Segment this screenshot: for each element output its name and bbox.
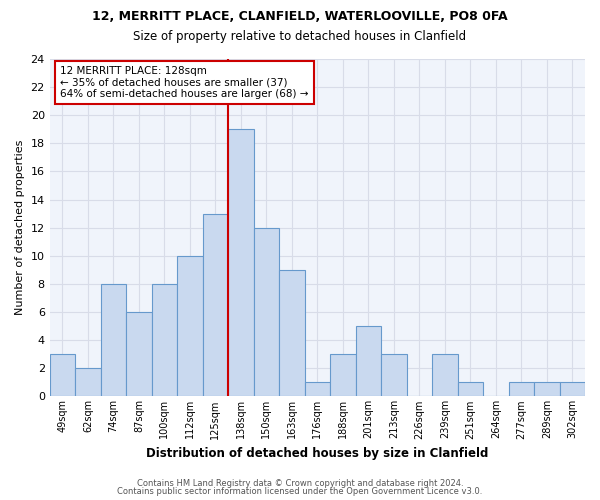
Bar [381, 354, 407, 397]
Bar [279, 270, 305, 396]
Y-axis label: Number of detached properties: Number of detached properties [15, 140, 25, 316]
Bar [254, 228, 279, 396]
Bar [432, 354, 458, 397]
Bar [509, 382, 534, 396]
Text: 12 MERRITT PLACE: 128sqm
← 35% of detached houses are smaller (37)
64% of semi-d: 12 MERRITT PLACE: 128sqm ← 35% of detach… [61, 66, 309, 99]
X-axis label: Distribution of detached houses by size in Clanfield: Distribution of detached houses by size … [146, 447, 488, 460]
Bar [50, 354, 75, 397]
Bar [101, 284, 126, 397]
Text: Contains public sector information licensed under the Open Government Licence v3: Contains public sector information licen… [118, 488, 482, 496]
Bar [560, 382, 585, 396]
Text: Contains HM Land Registry data © Crown copyright and database right 2024.: Contains HM Land Registry data © Crown c… [137, 478, 463, 488]
Bar [330, 354, 356, 397]
Text: 12, MERRITT PLACE, CLANFIELD, WATERLOOVILLE, PO8 0FA: 12, MERRITT PLACE, CLANFIELD, WATERLOOVI… [92, 10, 508, 23]
Bar [305, 382, 330, 396]
Bar [228, 130, 254, 396]
Bar [458, 382, 483, 396]
Bar [75, 368, 101, 396]
Bar [203, 214, 228, 396]
Bar [356, 326, 381, 396]
Bar [534, 382, 560, 396]
Bar [177, 256, 203, 396]
Bar [126, 312, 152, 396]
Text: Size of property relative to detached houses in Clanfield: Size of property relative to detached ho… [133, 30, 467, 43]
Bar [152, 284, 177, 397]
